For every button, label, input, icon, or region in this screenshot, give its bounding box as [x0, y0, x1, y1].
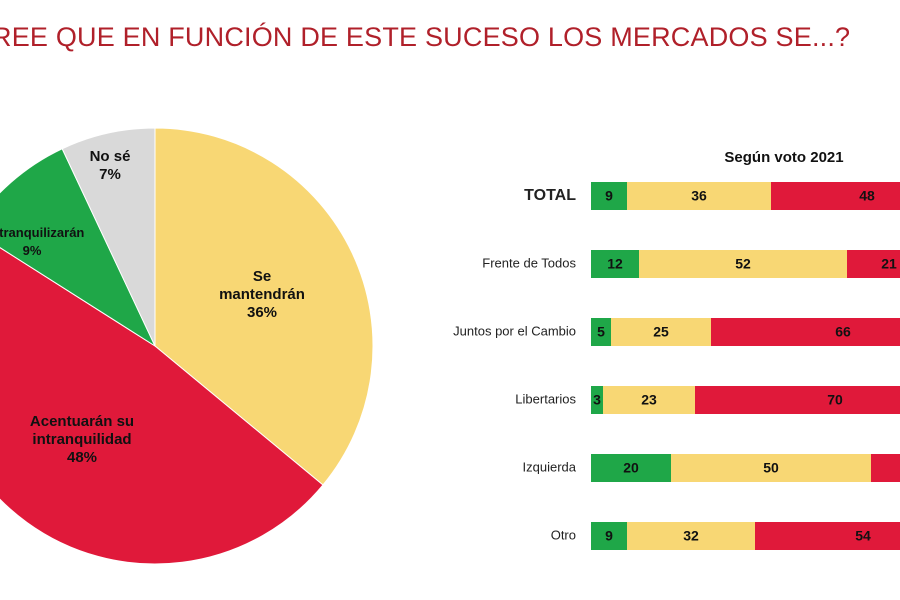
bar-segment	[627, 182, 771, 210]
bar-value: 48	[859, 188, 875, 204]
slice-category: No sé	[89, 148, 131, 165]
category-label: Libertarios	[515, 391, 576, 406]
category-label: TOTAL	[524, 187, 576, 204]
slice-value: 9%	[22, 243, 42, 258]
slice-value: 7%	[99, 166, 121, 183]
bar-segment	[671, 454, 871, 482]
pie-slice	[0, 148, 157, 348]
slice-value: 36%	[246, 304, 278, 321]
bar-value: 32	[683, 528, 699, 544]
bar-value: 70	[827, 392, 843, 408]
pie-slice	[154, 127, 374, 486]
bar-segment	[591, 182, 627, 210]
bar-segment	[755, 522, 900, 550]
bar-value: 12	[607, 256, 623, 272]
bar-value: 52	[735, 256, 751, 272]
bar-segment	[591, 522, 627, 550]
bar-segment	[771, 182, 900, 210]
category-label: Juntos por el Cambio	[453, 323, 576, 338]
bar-segment	[591, 318, 611, 346]
bar-value: 3	[593, 392, 601, 408]
bar-value: 66	[835, 324, 851, 340]
pie-slice	[61, 127, 156, 347]
slice-label: Se mantendrán 36%	[212, 268, 312, 322]
bar-value: 9	[605, 188, 613, 204]
bar-value: 5	[597, 324, 605, 340]
bar-segment	[591, 454, 671, 482]
bar-segment	[591, 386, 603, 414]
title: REE QUE EN FUNCIÓN DE ESTE SUCESO LOS ME…	[0, 22, 851, 52]
subtitle: Según voto 2021	[724, 149, 843, 166]
bar-value: 20	[623, 460, 639, 476]
bar-value: 50	[763, 460, 779, 476]
category-label: Izquierda	[523, 459, 577, 474]
bar-value: 21	[881, 256, 897, 272]
bar-value: 25	[653, 324, 669, 340]
bar-value: 36	[691, 188, 707, 204]
category-label: Otro	[551, 527, 576, 542]
bar-segment	[611, 318, 711, 346]
bar-segment	[639, 250, 847, 278]
slice-category: Acentuarán su intranquilidad	[29, 413, 135, 448]
slice-label: Acentuarán su intranquilidad 48%	[2, 413, 162, 467]
slice-label: Se tranquilizarán 9%	[0, 224, 84, 260]
bar-value: 9	[605, 528, 613, 544]
bar-segment	[871, 454, 900, 482]
bar-value: 23	[641, 392, 657, 408]
bar-segment	[711, 318, 900, 346]
bar-segment	[695, 386, 900, 414]
category-label: Frente de Todos	[482, 255, 576, 270]
pie-slice	[0, 247, 324, 565]
bar-segment	[603, 386, 695, 414]
bar-value: 54	[855, 528, 871, 544]
bar-segment	[591, 250, 639, 278]
slice-label: No sé 7%	[80, 148, 140, 184]
slice-category: Se tranquilizarán	[0, 225, 85, 240]
bar-segment	[847, 250, 900, 278]
bar-segment	[627, 522, 755, 550]
slice-value: 48%	[66, 449, 98, 466]
slice-category: Se mantendrán	[219, 268, 305, 303]
